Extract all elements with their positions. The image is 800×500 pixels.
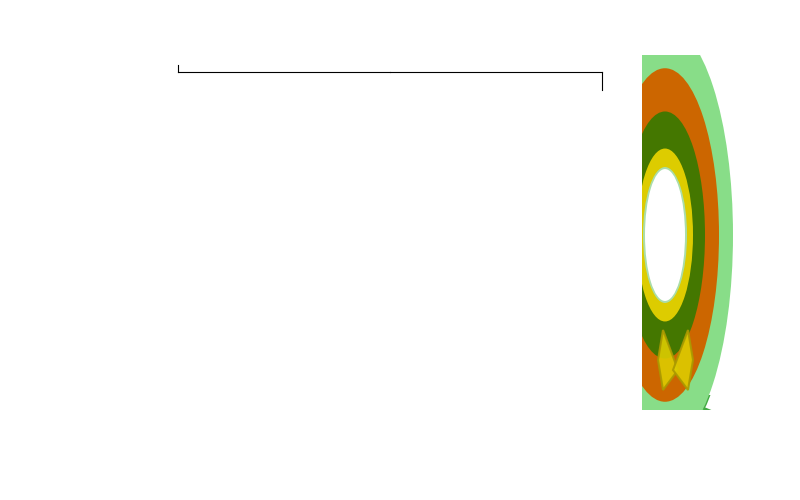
- Ellipse shape: [62, 179, 258, 211]
- Ellipse shape: [637, 148, 693, 322]
- Text: Tunica externa
(connective tissue and
elastic fibers): Tunica externa (connective tissue and el…: [367, 368, 509, 412]
- Ellipse shape: [625, 112, 705, 358]
- Ellipse shape: [80, 182, 240, 208]
- Bar: [206, 195, 218, 435]
- Ellipse shape: [643, 167, 687, 303]
- Ellipse shape: [597, 25, 733, 445]
- Polygon shape: [743, 0, 800, 500]
- Polygon shape: [500, 390, 510, 500]
- Text: (a) Artery: (a) Artery: [126, 478, 194, 492]
- Ellipse shape: [98, 252, 222, 268]
- Bar: [102, 60, 218, 200]
- Ellipse shape: [645, 169, 685, 301]
- Ellipse shape: [637, 148, 693, 322]
- Polygon shape: [214, 195, 258, 435]
- Bar: [98, 215, 222, 260]
- Bar: [102, 195, 114, 435]
- Bar: [80, 60, 240, 203]
- Polygon shape: [740, 390, 800, 500]
- Ellipse shape: [98, 185, 222, 205]
- Polygon shape: [658, 330, 678, 390]
- Ellipse shape: [80, 47, 240, 73]
- Polygon shape: [62, 60, 101, 435]
- Ellipse shape: [102, 186, 218, 204]
- Polygon shape: [0, 0, 592, 500]
- Polygon shape: [204, 60, 240, 195]
- Ellipse shape: [543, 412, 707, 458]
- Ellipse shape: [555, 419, 695, 451]
- Text: Valve: Valve: [395, 108, 429, 122]
- Ellipse shape: [529, 404, 721, 466]
- Ellipse shape: [98, 50, 222, 70]
- Ellipse shape: [62, 44, 258, 76]
- Bar: [62, 195, 258, 435]
- Bar: [114, 195, 206, 435]
- Ellipse shape: [114, 428, 206, 442]
- Text: Tunica media
(smooth muscle
and
elastic fibers): Tunica media (smooth muscle and elastic …: [385, 251, 486, 309]
- Ellipse shape: [561, 422, 689, 448]
- Polygon shape: [214, 60, 258, 435]
- Polygon shape: [500, 0, 800, 55]
- Ellipse shape: [597, 25, 733, 445]
- Bar: [98, 60, 222, 195]
- Ellipse shape: [643, 167, 687, 303]
- Polygon shape: [673, 330, 693, 390]
- Bar: [62, 60, 258, 435]
- Ellipse shape: [62, 419, 258, 451]
- Polygon shape: [0, 0, 648, 500]
- Ellipse shape: [102, 426, 218, 444]
- Text: Tunica intima
(endothelium): Tunica intima (endothelium): [390, 161, 478, 189]
- Text: Lumen: Lumen: [395, 51, 438, 64]
- Ellipse shape: [80, 422, 240, 448]
- Ellipse shape: [102, 50, 218, 70]
- Ellipse shape: [114, 188, 206, 202]
- Ellipse shape: [625, 112, 705, 358]
- Polygon shape: [500, 410, 800, 500]
- Ellipse shape: [611, 68, 719, 402]
- Ellipse shape: [515, 397, 735, 473]
- Polygon shape: [500, 0, 642, 500]
- Text: (b) Vein: (b) Vein: [668, 478, 722, 492]
- Ellipse shape: [643, 167, 687, 303]
- Ellipse shape: [611, 68, 719, 402]
- Bar: [114, 60, 206, 435]
- Ellipse shape: [62, 419, 258, 451]
- Ellipse shape: [114, 52, 206, 68]
- Polygon shape: [500, 0, 800, 395]
- Ellipse shape: [98, 205, 222, 225]
- Ellipse shape: [114, 428, 206, 442]
- Ellipse shape: [650, 188, 681, 282]
- Polygon shape: [500, 60, 599, 410]
